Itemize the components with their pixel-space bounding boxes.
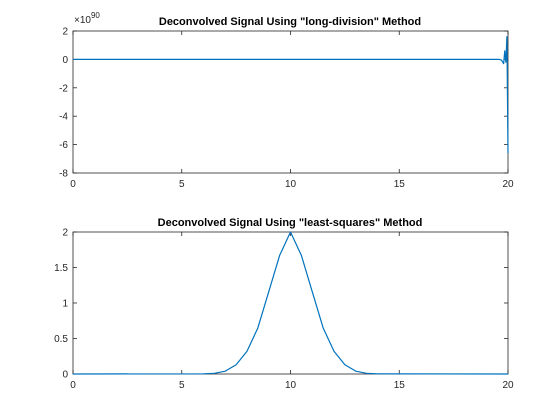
x-tick-label: 5: [179, 179, 185, 190]
ticks-bottom: 0 5 10 15 20 2 1.5 1 0.5 0: [54, 228, 514, 392]
x-tick-label: 20: [502, 380, 514, 391]
x-tick-label: 0: [70, 179, 76, 190]
subplot-long-division: Deconvolved Signal Using "long-division"…: [59, 11, 514, 190]
x-tick-label: 10: [285, 179, 297, 190]
y-multiplier-exponent: 90: [91, 11, 100, 20]
x-tick-label: 0: [70, 380, 76, 391]
y-tick-label: 0.5: [54, 334, 68, 345]
chart-title-bottom: Deconvolved Signal Using "least-squares"…: [158, 217, 423, 229]
series-line-bottom: [72, 231, 509, 375]
y-tick-label: 0: [62, 55, 68, 66]
y-tick-label: 1.5: [54, 263, 68, 274]
axes-box-top: [72, 30, 509, 174]
x-tick-label: 10: [285, 380, 297, 391]
y-tick-label: 0: [62, 370, 68, 381]
y-tick-label: -6: [59, 140, 68, 151]
series-line: [72, 231, 509, 375]
y-tick-label: 1: [62, 299, 68, 310]
x-tick-label: 15: [394, 179, 406, 190]
x-tick-label: 20: [502, 179, 514, 190]
chart-title-top: Deconvolved Signal Using "long-division"…: [159, 16, 421, 28]
subplot-least-squares: Deconvolved Signal Using "least-squares"…: [54, 217, 514, 391]
y-tick-label: -4: [59, 112, 68, 123]
y-tick-label: 2: [62, 228, 68, 239]
series-line-top: [73, 36, 509, 154]
x-tick-label: 15: [394, 380, 406, 391]
axes-box-bottom: [72, 231, 509, 375]
x-tick-label: 5: [179, 380, 185, 391]
y-tick-label: 2: [62, 27, 68, 38]
series-line: [73, 36, 509, 154]
y-tick-label: -2: [59, 83, 68, 94]
y-multiplier-base: ×10: [74, 15, 91, 26]
y-tick-label: -8: [59, 169, 68, 180]
y-multiplier-top: ×1090: [74, 11, 100, 26]
